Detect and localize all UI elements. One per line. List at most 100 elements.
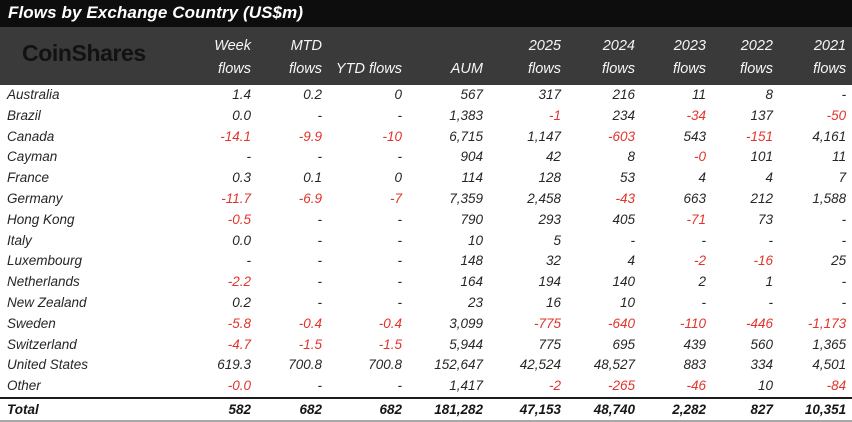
value-cell: 5: [553, 232, 561, 248]
value-cell: 140: [612, 274, 635, 290]
value-cell: 101: [750, 149, 773, 165]
table-row: Germany -11.7 -6.9 -7 7,359 2,458 -43 663 212 1,5…: [0, 189, 852, 210]
value-cell: 1,147: [527, 128, 561, 144]
value-cell: 42: [545, 149, 561, 165]
table-row: Canada -14.1 -9.9 -10 6,715 1,147 -603 543 -151 4…: [0, 127, 852, 148]
value-cell: -: [246, 253, 252, 269]
value-cell: 152,647: [434, 357, 483, 373]
country-cell: Netherlands: [7, 274, 80, 290]
total-value-cell: 682: [328, 396, 408, 422]
value-cell: -1,173: [807, 315, 847, 331]
value-cell: 0: [394, 87, 402, 102]
coinshares-logo: CoinShares: [0, 27, 170, 85]
value-cell: 293: [538, 211, 561, 227]
table-row: United States 619.3 700.8 700.8 152,647 42,52…: [0, 355, 852, 376]
value-cell: -: [768, 294, 774, 310]
value-cell: 4: [698, 170, 706, 186]
page-title: Flows by Exchange Country (US$m): [0, 0, 852, 27]
value-cell: -: [317, 211, 323, 227]
column-header-mtd: MTD flows: [257, 27, 328, 85]
header-label: 2024: [602, 38, 635, 54]
value-cell: -: [701, 232, 707, 248]
value-cell: -: [317, 232, 323, 248]
country-cell: Germany: [7, 190, 63, 206]
value-cell: 11: [691, 87, 706, 102]
value-cell: 42,524: [519, 357, 561, 373]
column-header-row: CoinShares Week flows MTD flows YTD flows AUM…: [0, 27, 852, 85]
value-cell: -1.5: [378, 336, 402, 352]
value-cell: -: [317, 378, 323, 394]
value-cell: 560: [750, 336, 773, 352]
value-cell: -: [397, 378, 403, 394]
value-cell: -: [397, 211, 403, 227]
column-header-ytd: YTD flows: [328, 27, 408, 85]
value-cell: 0.3: [232, 170, 251, 186]
value-cell: 128: [538, 170, 561, 186]
value-cell: -43: [615, 190, 635, 206]
header-label: flows: [527, 61, 561, 77]
country-cell: New Zealand: [7, 294, 87, 310]
total-value-cell: 682: [257, 396, 328, 422]
value-cell: -: [397, 253, 403, 269]
value-cell: 8: [765, 87, 773, 102]
table-row: Australia 1.4 0.2 0 567 317 216 11 8 -: [0, 85, 852, 106]
value-cell: 10: [619, 294, 635, 310]
value-cell: 543: [683, 128, 706, 144]
value-cell: -14.1: [220, 128, 251, 144]
country-cell: Italy: [7, 232, 32, 248]
value-cell: 317: [538, 87, 561, 102]
table-row: New Zealand 0.2 - - 23 16 10 - - -: [0, 293, 852, 314]
value-cell: 904: [460, 149, 483, 165]
table-row: Switzerland -4.7 -1.5 -1.5 5,944 775 695 439 560…: [0, 335, 852, 356]
table-row: Cayman - - - 904 42 8 -0 101 11: [0, 147, 852, 168]
table-row: Brazil 0.0 - - 1,383 -1 234 -34 137 -50: [0, 106, 852, 127]
value-cell: -2: [548, 378, 561, 394]
value-cell: 0.2: [232, 294, 251, 310]
total-row: Total 582 682 682 181,282 47,153 48,740 2,282 8…: [0, 396, 852, 422]
value-cell: 700.8: [368, 357, 402, 373]
value-cell: -151: [745, 128, 773, 144]
value-cell: -9.9: [298, 128, 322, 144]
column-header-2022: 2022 flows: [712, 27, 779, 85]
value-cell: -: [317, 294, 323, 310]
value-cell: 53: [619, 170, 635, 186]
value-cell: -46: [686, 378, 706, 394]
country-cell: Cayman: [7, 149, 58, 165]
value-cell: 7: [838, 170, 847, 186]
value-cell: 3,099: [449, 315, 483, 331]
value-cell: 405: [612, 211, 635, 227]
column-header-2021: 2021 flows: [779, 27, 852, 85]
value-cell: 1,417: [449, 378, 483, 394]
country-cell: Other: [7, 378, 41, 394]
header-label: flows: [813, 61, 847, 77]
column-header-2025: 2025 flows: [489, 27, 567, 85]
value-cell: -: [841, 87, 847, 102]
value-cell: -34: [686, 107, 706, 123]
value-cell: -0.0: [227, 378, 251, 394]
total-label: Total: [0, 396, 170, 422]
total-value-cell: 10,351: [779, 396, 852, 422]
value-cell: -: [397, 274, 403, 290]
value-cell: -: [317, 253, 323, 269]
country-cell: Switzerland: [7, 336, 77, 352]
value-cell: -: [701, 294, 707, 310]
column-header-aum: AUM: [408, 27, 489, 85]
value-cell: -2.2: [227, 274, 251, 290]
value-cell: 114: [461, 170, 483, 186]
header-label: flows: [672, 61, 706, 77]
value-cell: 194: [538, 274, 561, 290]
header-label: 2021: [813, 38, 847, 54]
value-cell: -: [397, 149, 403, 165]
value-cell: -: [317, 274, 323, 290]
value-cell: 234: [612, 107, 635, 123]
country-cell: Australia: [7, 87, 60, 102]
value-cell: 16: [545, 294, 561, 310]
value-cell: -0.5: [227, 211, 251, 227]
value-cell: -5.8: [227, 315, 251, 331]
value-cell: -: [397, 232, 403, 248]
value-cell: 137: [750, 107, 773, 123]
value-cell: -446: [745, 315, 773, 331]
value-cell: -16: [753, 253, 773, 269]
header-label: 2023: [673, 38, 706, 54]
value-cell: -0.4: [378, 315, 402, 331]
